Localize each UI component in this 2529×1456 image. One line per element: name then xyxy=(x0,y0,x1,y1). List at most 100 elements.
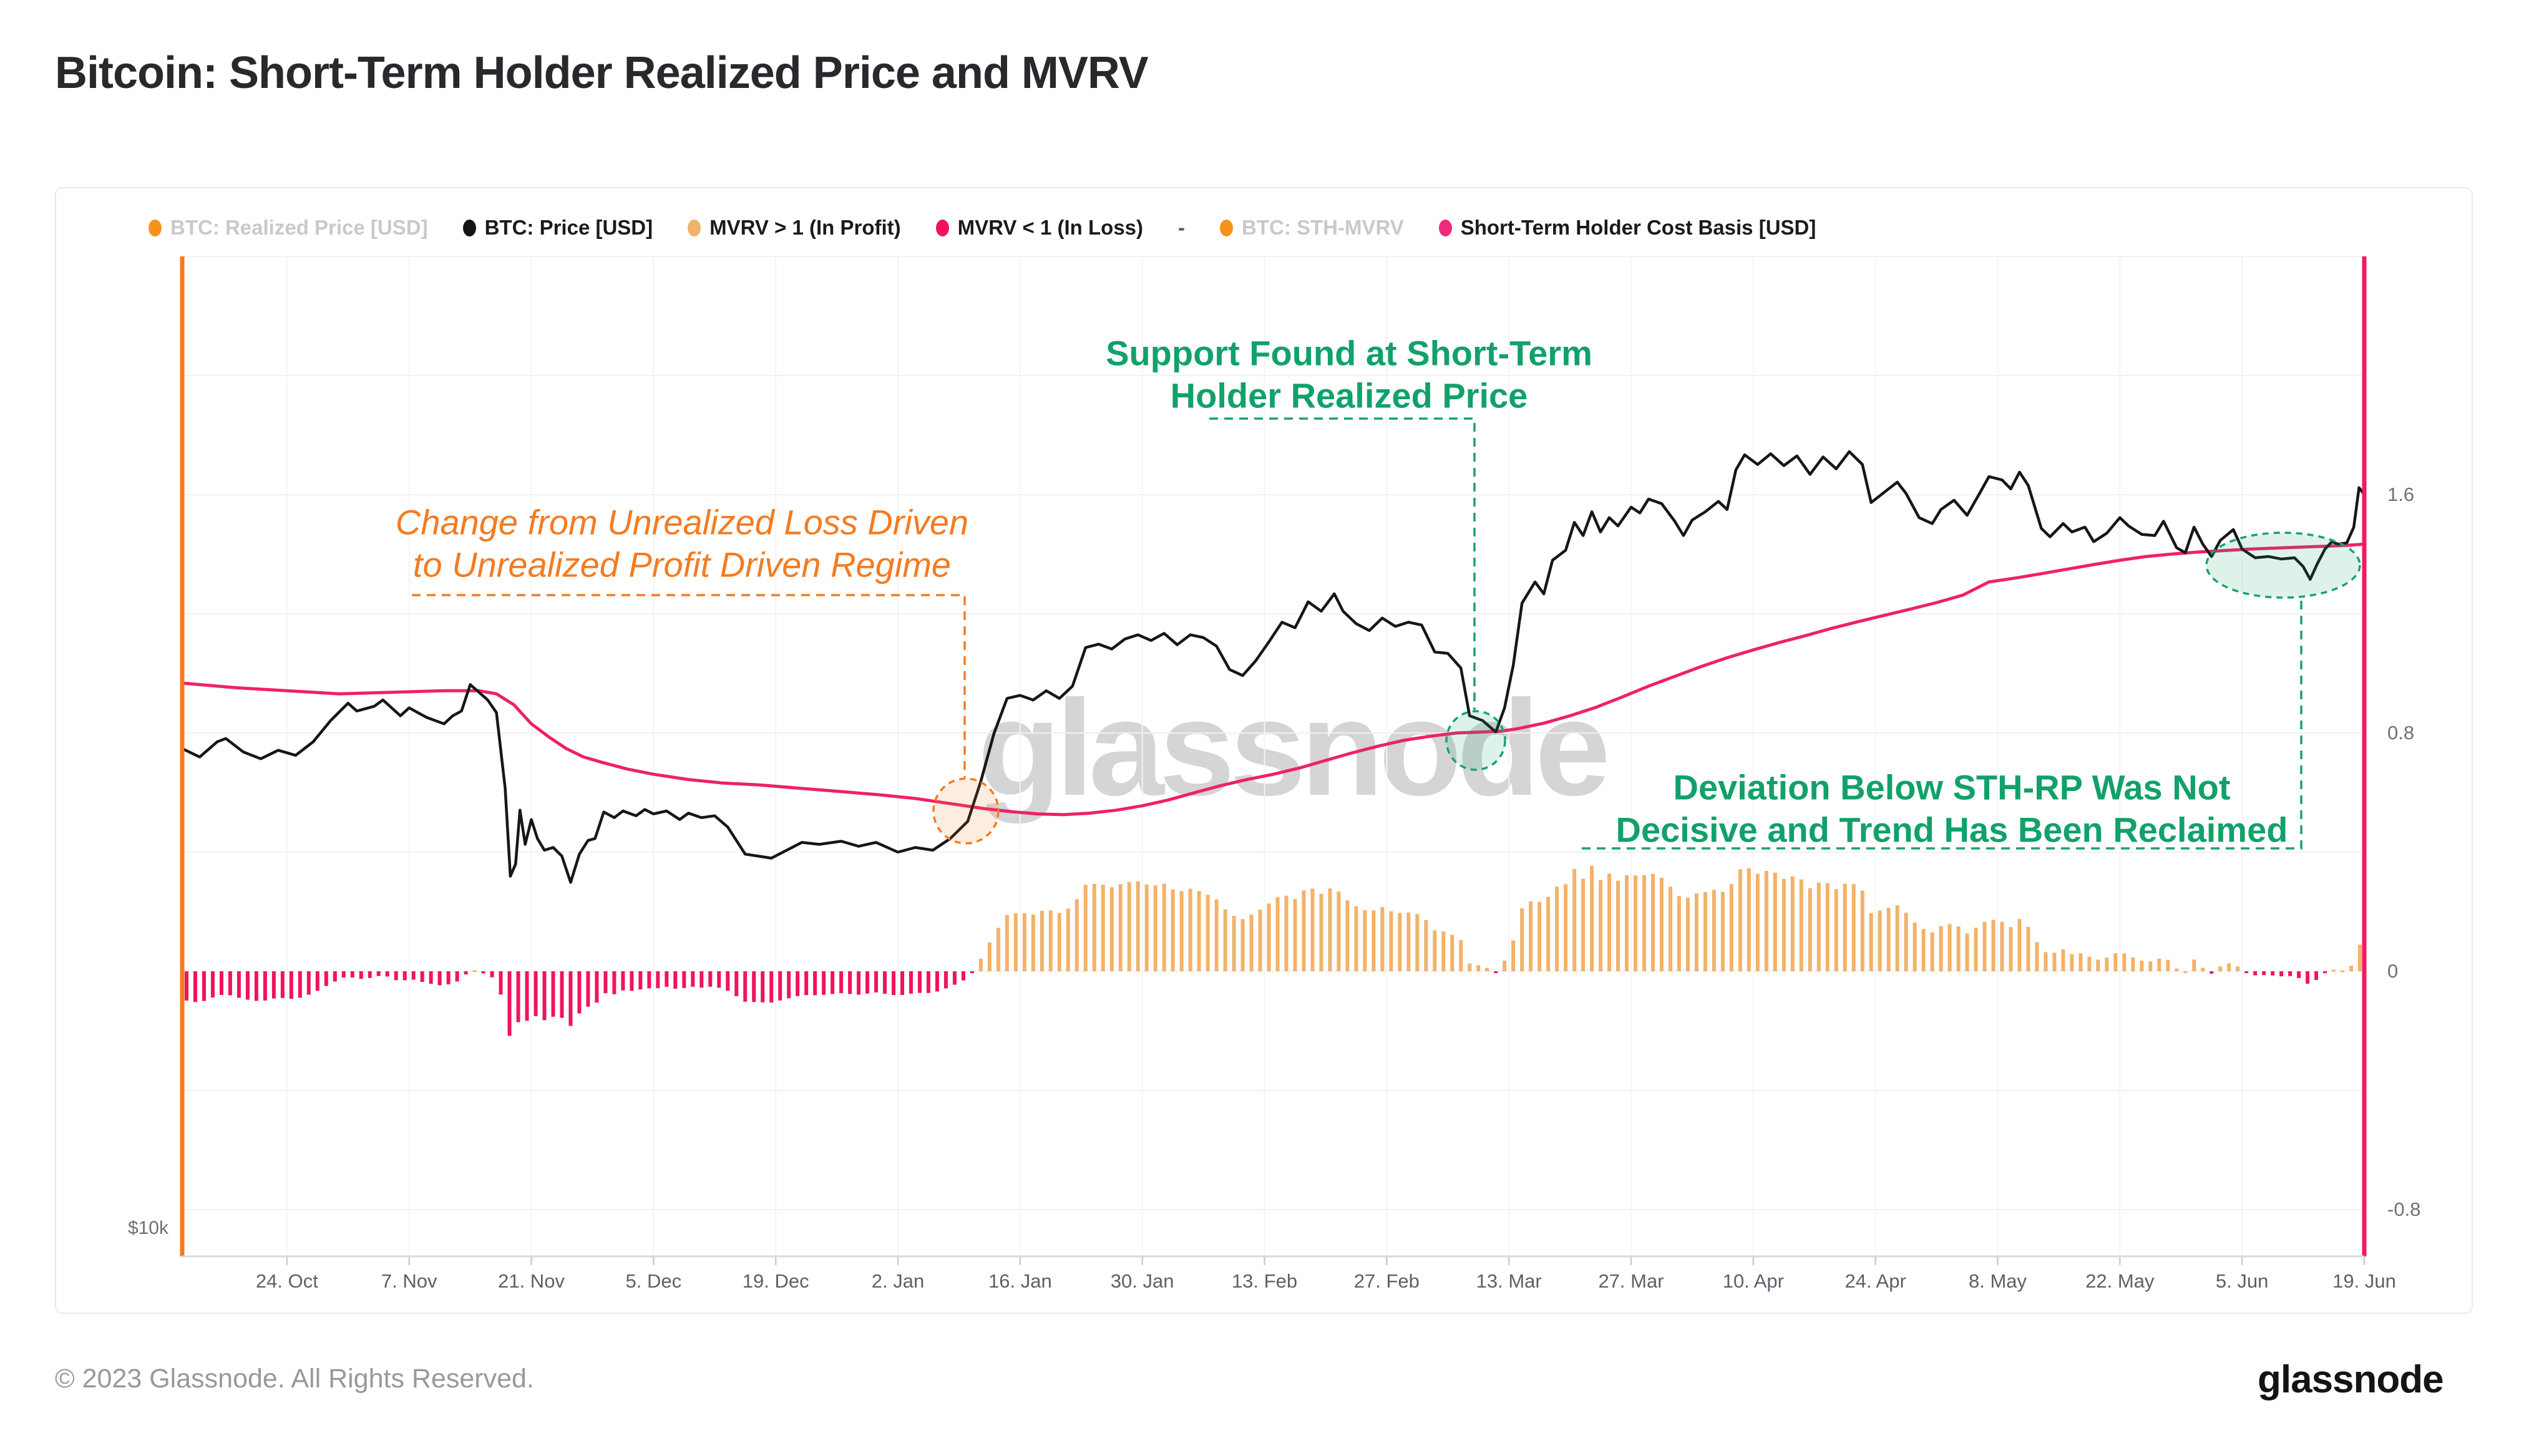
mvrv-bar xyxy=(865,971,870,994)
mvrv-bar xyxy=(1468,963,1472,971)
mvrv-bar xyxy=(1101,885,1105,971)
legend-item-6[interactable]: Short-Term Holder Cost Basis [USD] xyxy=(1438,216,1816,240)
mvrv-bar xyxy=(1685,897,1690,971)
mvrv-bar xyxy=(2105,958,2109,971)
mvrv-bar xyxy=(306,971,311,995)
mvrv-bar xyxy=(2140,960,2144,971)
x-tick-label: 7. Nov xyxy=(381,1270,437,1292)
mvrv-bar xyxy=(978,958,983,971)
mvrv-bar xyxy=(1424,920,1428,971)
mvrv-bar xyxy=(1092,883,1096,971)
mvrv-bar xyxy=(1764,871,1768,971)
legend-item-0[interactable]: BTC: Realized Price [USD] xyxy=(149,216,428,240)
mvrv-bar xyxy=(831,971,835,994)
mvrv-bar xyxy=(1634,875,1638,971)
mvrv-bar xyxy=(961,971,965,981)
mvrv-bar xyxy=(1005,915,1009,971)
mvrv-bar xyxy=(726,971,730,991)
mvrv-bar xyxy=(1939,926,1943,971)
mvrv-bar xyxy=(952,971,957,985)
mvrv-bar xyxy=(298,971,302,998)
right-axis-tick-label: -0.8 xyxy=(2387,1198,2421,1220)
mvrv-bar xyxy=(507,971,512,1036)
mvrv-bar xyxy=(822,971,826,995)
legend-item-5[interactable]: BTC: STH-MVRV xyxy=(1220,216,1404,240)
mvrv-bar xyxy=(350,971,354,978)
x-tick-label: 22. May xyxy=(2085,1270,2155,1292)
legend-dot-icon xyxy=(935,219,949,236)
btc-price-line xyxy=(180,450,2366,884)
legend-item-label: MVRV < 1 (In Loss) xyxy=(957,216,1144,239)
mvrv-bar xyxy=(2218,966,2223,971)
mvrv-bar xyxy=(1302,890,1306,971)
mvrv-bar xyxy=(1581,878,1586,971)
mvrv-bar xyxy=(1913,922,1917,971)
mvrv-bar xyxy=(516,971,520,1022)
mvrv-bar xyxy=(1607,873,1612,971)
mvrv-bar xyxy=(1118,884,1123,971)
x-tick-label: 19. Jun xyxy=(2332,1270,2396,1292)
mvrv-bar xyxy=(210,971,215,998)
mvrv-bar xyxy=(1214,899,1219,971)
x-tick-label: 5. Jun xyxy=(2215,1270,2269,1292)
mvrv-bar xyxy=(2201,968,2205,971)
mvrv-bar xyxy=(542,971,547,1021)
mvrv-bar xyxy=(1048,910,1053,971)
mvrv-bar xyxy=(420,971,424,983)
mvrv-bar xyxy=(333,971,337,982)
mvrv-bar xyxy=(2166,959,2170,971)
mvrv-bar xyxy=(1275,897,1280,971)
mvrv-bar xyxy=(892,971,896,996)
mvrv-bar xyxy=(1947,924,1952,971)
mvrv-bar xyxy=(1650,873,1655,971)
mvrv-bar xyxy=(2358,944,2362,971)
mvrv-bar xyxy=(2000,921,2004,971)
mvrv-bar xyxy=(455,971,459,982)
x-tick-label: 30. Jan xyxy=(1110,1270,1174,1292)
mvrv-bar xyxy=(2078,953,2083,971)
annotation-regime-change: Change from Unrealized Loss Driven to Un… xyxy=(396,502,968,587)
mvrv-bar xyxy=(2035,942,2039,971)
mvrv-bar xyxy=(437,971,442,986)
mvrv-bar xyxy=(682,971,686,988)
mvrv-bar xyxy=(630,971,634,991)
mvrv-bar xyxy=(917,971,922,993)
mvrv-bar xyxy=(446,971,451,984)
mvrv-bar xyxy=(2341,970,2345,973)
mvrv-bar xyxy=(2026,926,2030,971)
mvrv-bar xyxy=(2175,968,2179,971)
mvrv-bar xyxy=(1773,872,1777,971)
mvrv-bar xyxy=(1144,884,1149,971)
mvrv-bar xyxy=(1843,883,1847,971)
mvrv-bar xyxy=(2297,971,2301,978)
mvrv-bar xyxy=(1171,889,1175,971)
mvrv-bar xyxy=(1319,893,1323,971)
annotation-support-found-line1: Support Found at Short-Term xyxy=(1106,333,1592,373)
mvrv-bar xyxy=(1162,883,1166,971)
legend-item-label: Short-Term Holder Cost Basis [USD] xyxy=(1460,216,1816,239)
mvrv-bar xyxy=(1380,906,1385,971)
mvrv-bar xyxy=(2253,971,2258,976)
mvrv-bar xyxy=(1755,873,1760,971)
mvrv-bar xyxy=(2306,971,2310,984)
mvrv-bar xyxy=(1345,900,1350,971)
mvrv-bar xyxy=(1825,883,1830,971)
mvrv-bar xyxy=(1834,889,1838,971)
mvrv-bar xyxy=(202,971,206,1001)
mvrv-bar xyxy=(1816,883,1821,971)
legend-item-2[interactable]: MVRV > 1 (In Profit) xyxy=(688,216,901,240)
legend-item-1[interactable]: BTC: Price [USD] xyxy=(462,216,653,240)
mvrv-bar xyxy=(1625,875,1629,971)
mvrv-bar xyxy=(376,971,381,976)
mvrv-bar xyxy=(1389,911,1393,971)
legend-item-3[interactable]: MVRV < 1 (In Loss) xyxy=(935,216,1144,240)
mvrv-bar xyxy=(2271,971,2275,976)
mvrv-bar xyxy=(1921,929,1926,971)
mvrv-bar xyxy=(656,971,660,989)
x-tick-label: 27. Mar xyxy=(1598,1270,1664,1292)
legend-item-label: BTC: Price [USD] xyxy=(484,216,653,239)
mvrv-bar xyxy=(909,971,913,994)
mvrv-bar xyxy=(1136,881,1140,971)
mvrv-bar xyxy=(1546,896,1551,971)
